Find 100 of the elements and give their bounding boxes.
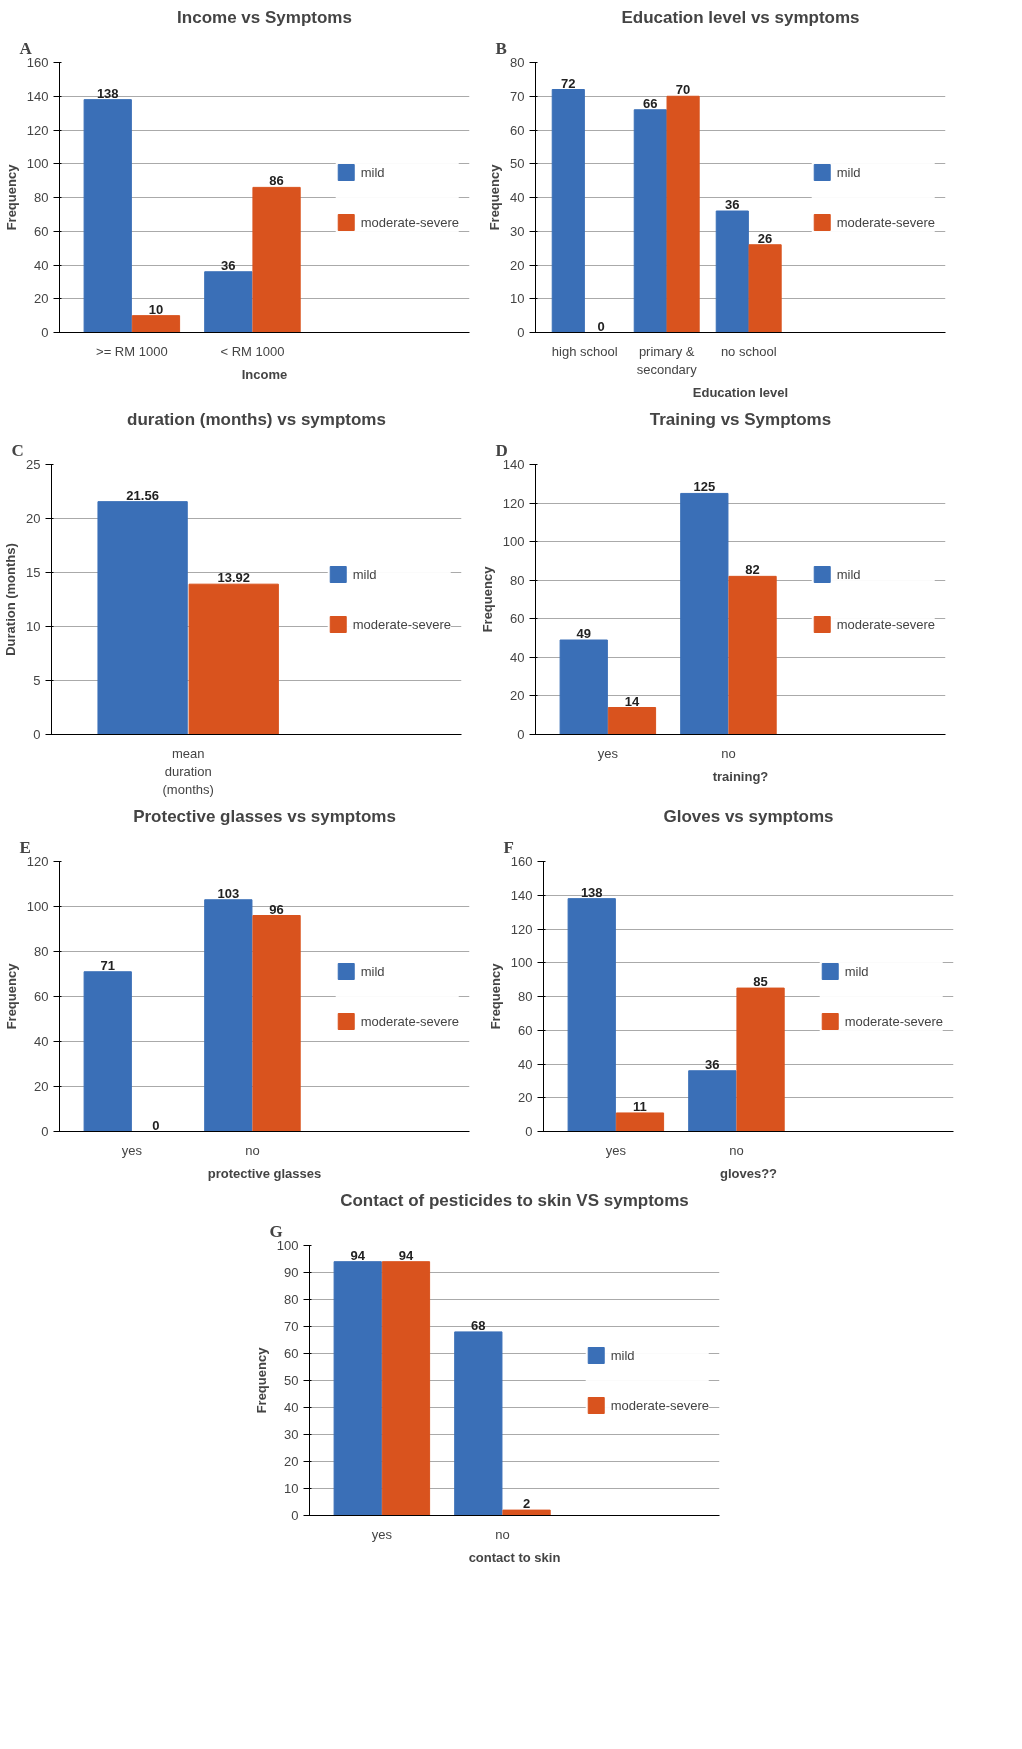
y-tick-label: 20: [510, 257, 525, 273]
chart-title: Contact of pesticides to skin VS symptoms: [340, 1190, 689, 1210]
bar: [83, 971, 132, 1132]
legend-label: mild: [844, 963, 869, 979]
chart-title: duration (months) vs symptoms: [127, 409, 386, 429]
y-tick-label: 0: [291, 1508, 299, 1523]
bar: [551, 89, 585, 333]
bar: [502, 1509, 551, 1516]
legend-label: moderate-severe: [836, 616, 935, 632]
y-tick-label: 80: [510, 55, 525, 70]
legend-label: mild: [836, 164, 861, 180]
y-tick-label: 160: [510, 854, 533, 869]
text: D: [495, 440, 508, 460]
data-label: 125: [693, 479, 716, 495]
data-label: 49: [576, 626, 591, 641]
data-label: 70: [675, 82, 691, 98]
data-label: 103: [217, 885, 240, 901]
x-axis-title: Education level: [692, 384, 789, 400]
legend-label: mild: [360, 164, 385, 180]
legend-label: moderate-severe: [360, 1013, 459, 1029]
y-tick-label: 90: [284, 1265, 299, 1280]
bar: [567, 898, 616, 1132]
text: E: [19, 837, 31, 857]
data-label: 0: [152, 1117, 160, 1133]
y-tick-label: 10: [26, 619, 41, 634]
y-axis-title: Frequency: [253, 1346, 269, 1414]
legend-label: mild: [352, 566, 377, 582]
data-label: 138: [580, 884, 603, 900]
y-tick-label: 80: [34, 944, 49, 959]
bar: [736, 987, 785, 1132]
y-tick-label: 80: [284, 1292, 299, 1307]
bar: [607, 707, 657, 735]
x-tick-label: no: [245, 1142, 260, 1158]
data-label: 72: [561, 75, 576, 91]
data-label: 13.92: [217, 570, 250, 586]
legend-label: moderate-severe: [360, 214, 459, 230]
y-tick-label: 40: [510, 190, 525, 205]
text: G: [269, 1221, 283, 1241]
y-tick-label: 100: [510, 955, 533, 971]
bar: [728, 575, 777, 735]
y-tick-label: 0: [41, 1124, 49, 1139]
bar: [633, 109, 667, 333]
y-tick-label: 160: [26, 55, 49, 70]
x-axis-title: protective glasses: [207, 1165, 322, 1181]
x-tick-label: < RM 1000: [220, 343, 285, 359]
bar: [748, 244, 782, 333]
legend-label: moderate-severe: [844, 1013, 943, 1029]
x-tick-label: no: [729, 1142, 744, 1158]
x-axis-title: gloves??: [719, 1165, 778, 1181]
bar: [666, 95, 700, 333]
bar: [381, 1261, 431, 1516]
y-tick-label: 5: [33, 673, 41, 688]
bar: [252, 915, 301, 1132]
data-label: 86: [269, 173, 284, 189]
data-label: 21.56: [126, 487, 159, 503]
y-tick-label: 20: [26, 511, 41, 526]
bar: [204, 271, 253, 333]
x-tick-label: yes: [605, 1142, 627, 1158]
y-tick-label: 0: [525, 1124, 533, 1139]
y-axis-title: Frequency: [487, 163, 503, 231]
y-tick-label: 0: [41, 325, 49, 340]
data-label: 94: [350, 1247, 366, 1263]
y-tick-label: 15: [26, 565, 41, 580]
y-tick-label: 70: [284, 1319, 299, 1334]
y-tick-label: 30: [284, 1427, 299, 1442]
x-tick-label: high school: [551, 343, 618, 359]
x-tick-label: no: [495, 1526, 510, 1542]
y-tick-label: 20: [284, 1454, 299, 1469]
y-tick-label: 60: [518, 1022, 533, 1038]
legend-label: mild: [360, 963, 385, 979]
x-tick-label: no school: [720, 343, 777, 359]
text: F: [503, 837, 514, 857]
y-tick-label: 60: [510, 122, 525, 138]
y-tick-label: 50: [510, 156, 525, 172]
y-tick-label: 100: [26, 156, 49, 172]
data-label: 85: [753, 974, 768, 990]
y-tick-label: 60: [510, 611, 525, 627]
y-tick-label: 20: [34, 1079, 49, 1094]
y-tick-label: 10: [284, 1481, 299, 1496]
data-label: 10: [148, 301, 164, 317]
bar: [615, 1112, 665, 1132]
y-tick-label: 120: [26, 122, 49, 138]
data-label: 2: [522, 1496, 531, 1512]
y-tick-label: 0: [517, 727, 525, 742]
y-tick-label: 140: [510, 887, 533, 903]
x-tick-label: primary & secondary: [636, 343, 698, 377]
x-tick-label: mean duration (months): [162, 745, 214, 797]
y-tick-label: 120: [510, 921, 533, 937]
y-tick-label: 100: [276, 1238, 299, 1253]
y-tick-label: 20: [510, 688, 525, 704]
y-tick-label: 40: [510, 649, 525, 665]
y-tick-label: 30: [510, 223, 525, 239]
y-tick-label: 40: [34, 1034, 49, 1049]
legend-label: mild: [610, 1347, 635, 1363]
y-axis-title: Frequency: [3, 962, 19, 1030]
y-tick-label: 140: [26, 88, 49, 104]
y-axis-title: Duration (months): [3, 543, 19, 656]
y-tick-label: 40: [284, 1400, 299, 1415]
data-label: 71: [100, 957, 115, 973]
data-label: 11: [633, 1098, 647, 1114]
